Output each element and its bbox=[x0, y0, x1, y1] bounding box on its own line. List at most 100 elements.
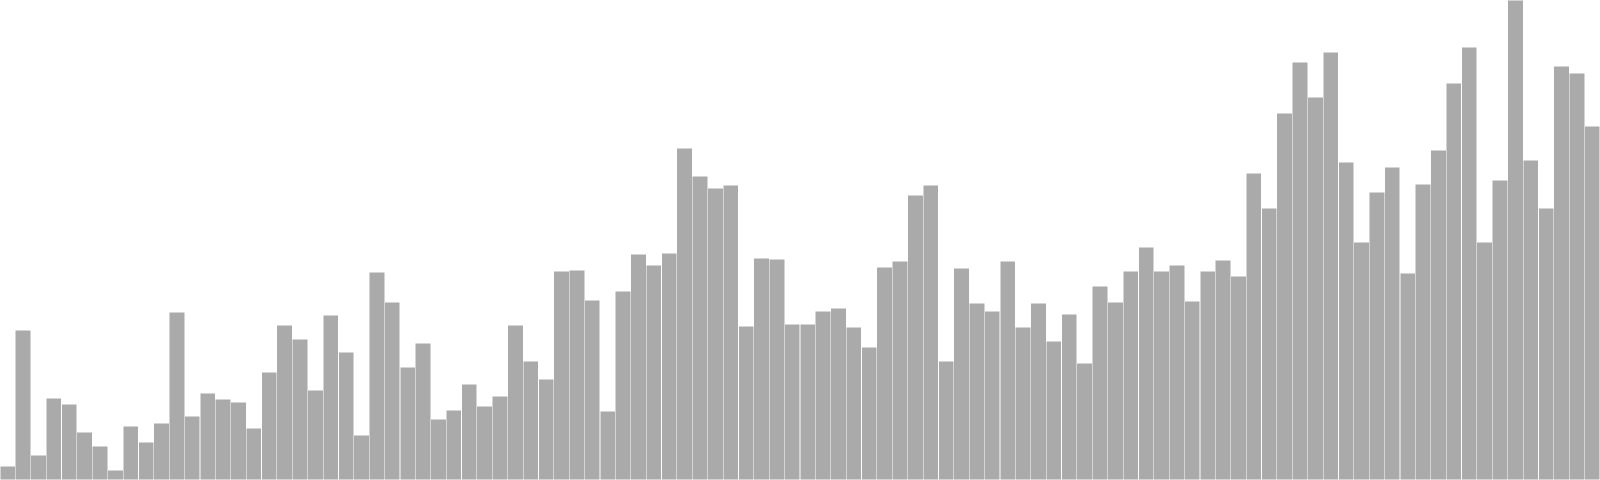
bar bbox=[276, 324, 293, 480]
bar bbox=[430, 418, 447, 480]
bar bbox=[92, 445, 108, 480]
bar bbox=[199, 392, 216, 480]
bar bbox=[1076, 362, 1093, 480]
bar bbox=[630, 253, 647, 480]
bar bbox=[738, 325, 755, 480]
bar bbox=[461, 383, 478, 480]
bar bbox=[1107, 301, 1124, 480]
bar bbox=[492, 395, 508, 480]
bar bbox=[384, 301, 401, 480]
bar bbox=[1015, 326, 1032, 480]
bar bbox=[261, 371, 278, 480]
bar bbox=[45, 397, 62, 480]
bar bbox=[1322, 51, 1339, 480]
bar bbox=[1122, 270, 1139, 480]
bar bbox=[984, 310, 1001, 480]
bar bbox=[1492, 179, 1508, 480]
bar bbox=[76, 431, 93, 480]
bar bbox=[876, 266, 893, 480]
bar bbox=[1276, 112, 1293, 480]
bar bbox=[1307, 96, 1324, 480]
bar bbox=[61, 403, 78, 480]
bar bbox=[245, 427, 262, 480]
bar bbox=[799, 323, 816, 480]
bar bbox=[1568, 72, 1585, 480]
bar bbox=[1522, 159, 1539, 480]
bar bbox=[1584, 125, 1600, 480]
bar bbox=[1230, 275, 1247, 480]
bar bbox=[815, 310, 832, 480]
bar bbox=[353, 434, 370, 480]
bar bbox=[615, 290, 632, 480]
bar bbox=[122, 425, 139, 480]
bar bbox=[1261, 207, 1278, 480]
bar bbox=[892, 260, 908, 480]
bar bbox=[599, 410, 616, 480]
bar bbox=[322, 314, 339, 480]
bar bbox=[1184, 300, 1201, 480]
bar bbox=[692, 175, 708, 480]
bar bbox=[768, 258, 785, 480]
bar bbox=[292, 338, 308, 480]
bar bbox=[1292, 61, 1308, 480]
bar bbox=[1353, 241, 1370, 480]
bar bbox=[368, 271, 385, 480]
bar bbox=[922, 184, 939, 480]
bar bbox=[1430, 149, 1447, 480]
bar bbox=[1338, 161, 1355, 480]
bar bbox=[476, 405, 493, 480]
bar bbox=[1368, 191, 1385, 480]
bar bbox=[184, 415, 201, 480]
bar bbox=[538, 378, 555, 480]
bar bbox=[230, 401, 247, 480]
bar bbox=[522, 360, 539, 480]
bar bbox=[784, 323, 801, 480]
bar bbox=[445, 409, 462, 480]
bar bbox=[753, 257, 770, 480]
bar bbox=[968, 302, 985, 480]
bar bbox=[1030, 302, 1047, 480]
bar bbox=[1092, 285, 1108, 480]
bar bbox=[661, 252, 678, 480]
bar bbox=[1461, 46, 1478, 480]
bar bbox=[30, 454, 47, 480]
bar bbox=[1538, 207, 1555, 480]
bar bbox=[0, 465, 16, 480]
bar bbox=[507, 324, 524, 480]
bar bbox=[399, 366, 416, 480]
bar bbox=[1399, 272, 1416, 480]
bar bbox=[830, 307, 847, 480]
bar bbox=[107, 469, 124, 480]
bar bbox=[861, 346, 878, 480]
bar bbox=[568, 269, 585, 480]
bar bbox=[1168, 264, 1185, 480]
bar bbox=[415, 342, 432, 480]
bar bbox=[1061, 313, 1078, 480]
bar bbox=[645, 264, 662, 480]
bar bbox=[999, 260, 1016, 480]
bar bbox=[953, 267, 970, 480]
bar bbox=[153, 422, 170, 480]
bar bbox=[1553, 65, 1570, 480]
bar bbox=[1415, 183, 1432, 480]
bar bbox=[215, 398, 232, 480]
bar bbox=[907, 194, 924, 480]
bar bbox=[1245, 172, 1262, 480]
bar bbox=[338, 351, 355, 480]
bar bbox=[553, 270, 570, 480]
bar bbox=[1445, 82, 1462, 480]
bar bbox=[15, 329, 32, 480]
bar bbox=[676, 147, 693, 480]
bar bbox=[138, 441, 155, 480]
bar bbox=[1384, 166, 1401, 480]
bar bbox=[845, 326, 862, 480]
bar bbox=[707, 187, 724, 480]
bar bbox=[1045, 340, 1062, 480]
bar bbox=[1153, 270, 1170, 480]
bar bbox=[722, 184, 739, 480]
bar bbox=[938, 360, 955, 480]
bar bbox=[1215, 259, 1232, 480]
bar bbox=[1507, 0, 1524, 480]
